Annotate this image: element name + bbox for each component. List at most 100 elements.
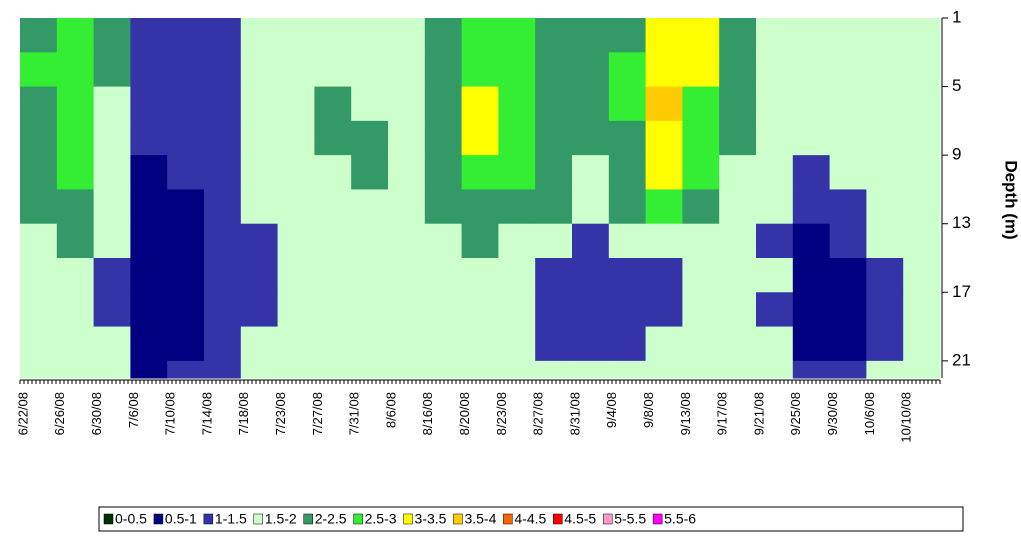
- heat-cell: [351, 18, 389, 53]
- heat-cell: [314, 223, 352, 259]
- y-axis-label: Depth (m): [1002, 160, 1021, 239]
- heat-cell: [56, 326, 95, 362]
- legend-box: [98, 506, 964, 532]
- x-tick-label: 9/13/08: [678, 392, 693, 435]
- heat-cell: [645, 86, 683, 122]
- x-tick-label: 9/30/08: [825, 392, 840, 435]
- heat-cell: [498, 326, 536, 362]
- heat-cell: [461, 18, 499, 53]
- x-tick-label: 9/4/08: [604, 392, 619, 428]
- heat-cell: [167, 18, 205, 53]
- heat-cell: [240, 18, 279, 53]
- heat-cell: [792, 120, 831, 156]
- heat-cell: [424, 223, 463, 259]
- heat-cell: [93, 360, 131, 379]
- heat-cell: [204, 18, 242, 53]
- y-tick-label: 5: [952, 76, 961, 95]
- heat-cell: [682, 189, 720, 225]
- heat-cell: [388, 120, 426, 156]
- heat-cell: [204, 120, 242, 156]
- heat-cell: [866, 326, 904, 362]
- heat-cell: [645, 223, 683, 259]
- heat-cell: [93, 223, 131, 259]
- heat-cell: [93, 326, 131, 362]
- heat-cell: [792, 258, 831, 293]
- heat-cell: [167, 52, 205, 88]
- legend-swatch: [403, 513, 413, 525]
- heat-cell: [792, 189, 831, 225]
- heat-cell: [608, 360, 647, 379]
- heat-cell: [535, 360, 573, 379]
- legend-swatch: [453, 513, 463, 525]
- heat-cell: [130, 292, 168, 328]
- heat-cell: [903, 326, 941, 362]
- heat-cell: [167, 189, 205, 225]
- heat-cell: [20, 292, 58, 328]
- heat-cell: [903, 86, 941, 122]
- heat-cell: [351, 258, 389, 293]
- heat-cell: [756, 223, 794, 259]
- x-tick-label: 7/10/08: [163, 392, 178, 435]
- heat-cell: [608, 223, 647, 259]
- heat-cell: [351, 223, 389, 259]
- heat-cell: [388, 18, 426, 53]
- heat-cell: [535, 52, 573, 88]
- heat-cell: [608, 52, 647, 88]
- heat-cell: [645, 120, 683, 156]
- heat-cell: [756, 86, 794, 122]
- heat-cell: [792, 223, 831, 259]
- heat-cell: [756, 189, 794, 225]
- heat-cell: [277, 292, 315, 328]
- heat-cell: [277, 360, 315, 379]
- heat-cell: [56, 360, 95, 379]
- heat-cell: [167, 155, 205, 190]
- heat-cell: [314, 18, 352, 53]
- x-tick-label: 8/20/08: [457, 392, 472, 435]
- legend-swatch: [503, 513, 513, 525]
- heat-cell: [277, 223, 315, 259]
- heat-cell: [756, 120, 794, 156]
- heat-cell: [498, 258, 536, 293]
- heat-cell: [498, 155, 536, 190]
- heat-cell: [130, 223, 168, 259]
- x-tick-label: 8/31/08: [567, 392, 582, 435]
- heat-cell: [903, 292, 941, 328]
- heat-cell: [719, 223, 757, 259]
- heat-cell: [314, 86, 352, 122]
- heat-cell: [20, 155, 58, 190]
- heat-cell: [682, 86, 720, 122]
- x-tick-label: 7/18/08: [236, 392, 251, 435]
- x-tick-label: 7/14/08: [199, 392, 214, 435]
- heat-cell: [424, 189, 463, 225]
- heat-cell: [93, 52, 131, 88]
- heat-cell: [682, 360, 720, 379]
- x-tick-label: 6/30/08: [89, 392, 104, 435]
- heat-cell: [56, 223, 95, 259]
- heat-cell: [388, 223, 426, 259]
- heat-cell: [461, 52, 499, 88]
- heat-cell: [167, 292, 205, 328]
- heat-cell: [645, 52, 683, 88]
- legend-label: 3.5-4: [464, 511, 496, 527]
- heat-cell: [93, 189, 131, 225]
- heat-cell: [792, 18, 831, 53]
- legend-swatch: [353, 513, 363, 525]
- heat-cell: [608, 189, 647, 225]
- heat-cell: [130, 326, 168, 362]
- heat-cell: [866, 155, 904, 190]
- heat-cell: [682, 223, 720, 259]
- heat-cell: [424, 52, 463, 88]
- heat-cell: [903, 189, 941, 225]
- heat-cell: [314, 258, 352, 293]
- heat-cell: [167, 258, 205, 293]
- heat-cell: [20, 120, 58, 156]
- x-tick-label: 9/17/08: [715, 392, 730, 435]
- heat-cell: [461, 292, 499, 328]
- heat-cell: [240, 292, 279, 328]
- heat-cell: [572, 86, 610, 122]
- heat-cell: [204, 189, 242, 225]
- heat-cell: [829, 223, 867, 259]
- heat-cell: [498, 292, 536, 328]
- x-tick-label: 7/31/08: [347, 392, 362, 435]
- heat-cell: [240, 360, 279, 379]
